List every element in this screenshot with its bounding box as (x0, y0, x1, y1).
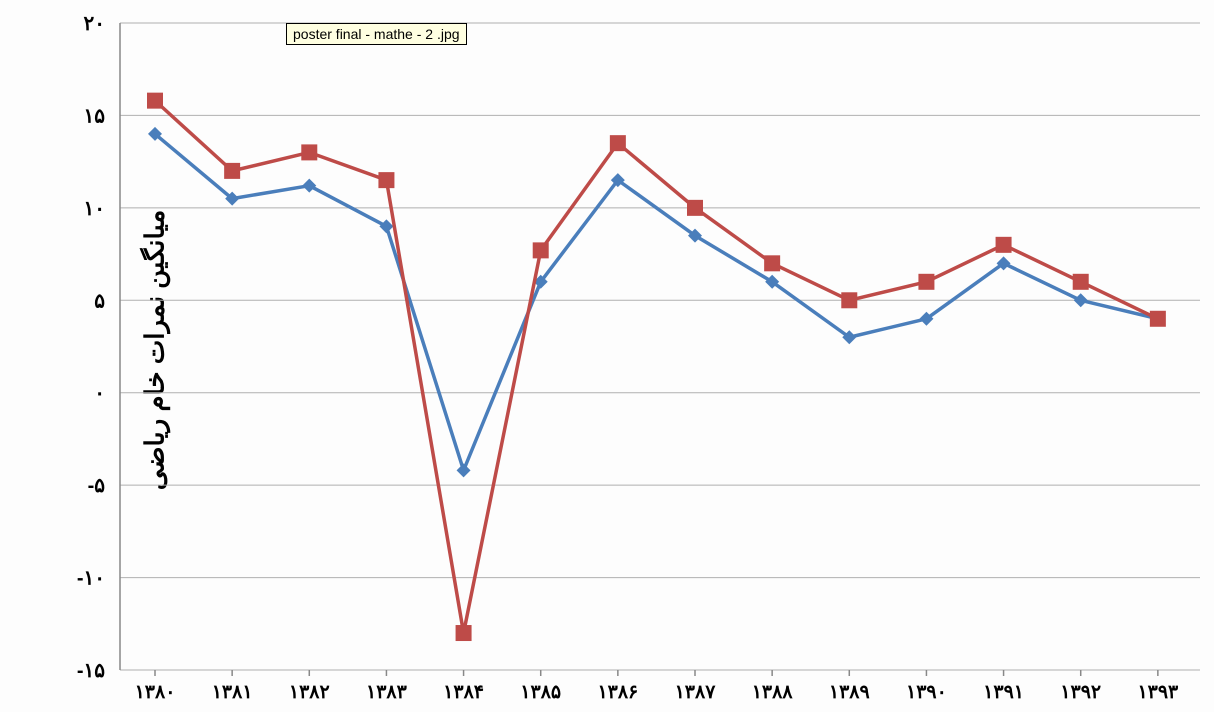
x-tick-label: ۱۳۸۵ (520, 682, 561, 703)
series-red-marker (147, 93, 163, 109)
y-tick-label: ۱۰ (84, 198, 105, 220)
series-blue-marker (379, 219, 393, 233)
series-red-marker (378, 172, 394, 188)
y-tick-label: -۵ (88, 475, 106, 497)
x-tick-label: ۱۳۹۳ (1137, 682, 1179, 703)
series-red-marker (764, 255, 780, 271)
x-tick-label: ۱۳۸۰ (135, 682, 176, 703)
x-tick-label: ۱۳۸۷ (675, 682, 717, 703)
series-red-marker (687, 200, 703, 216)
x-tick-label: ۱۳۹۲ (1060, 682, 1101, 703)
series-red-marker (996, 237, 1012, 253)
series-red-marker (301, 144, 317, 160)
y-tick-label: ۲۰ (84, 13, 105, 35)
series-red-marker (1073, 274, 1089, 290)
x-tick-label: ۱۳۸۹ (829, 682, 870, 703)
x-tick-label: ۱۳۸۱ (212, 682, 253, 703)
x-tick-label: ۱۳۹۰ (906, 682, 947, 703)
x-tick-label: ۱۳۸۲ (289, 682, 330, 703)
series-red-line (155, 101, 1158, 633)
series-blue-marker (457, 463, 471, 477)
series-red-marker (533, 242, 549, 258)
x-tick-label: ۱۳۸۶ (597, 682, 638, 703)
series-red-marker (610, 135, 626, 151)
series-red-marker (841, 292, 857, 308)
tooltip-text: poster final - mathe - 2 .jpg (293, 26, 460, 42)
line-chart: ۲۰ ۱۵ ۱۰ ۵ ۰ -۵ -۱۰ -۱۵ ۱۳۸۰ ۱۳۸۱ ۱۳۸۲ ۱۳۸۳ ۱۳۸۴ ۱۳۸۵… (0, 0, 1214, 712)
x-tick-label: ۱۳۸۴ (443, 682, 484, 703)
series-red-marker (918, 274, 934, 290)
y-tick-label: ۰ (94, 383, 105, 405)
chart-container: poster final - mathe - 2 .jpg میانگین نم… (0, 0, 1214, 712)
y-tick-label: -۱۵ (77, 660, 105, 682)
filename-tooltip: poster final - mathe - 2 .jpg (286, 23, 467, 45)
y-tick-label: ۵ (94, 290, 105, 312)
series-red-marker (224, 163, 240, 179)
series-red-marker (1150, 311, 1166, 327)
y-tick-label: ۱۵ (84, 105, 106, 127)
x-tick-label: ۱۳۹۱ (983, 682, 1024, 703)
series-blue-marker (302, 179, 316, 193)
series-red-marker (456, 625, 472, 641)
y-tick-label: -۱۰ (77, 568, 105, 590)
series-blue-marker (1074, 293, 1088, 307)
x-tick-label: ۱۳۸۸ (752, 682, 794, 703)
x-tick-label: ۱۳۸۳ (366, 682, 408, 703)
